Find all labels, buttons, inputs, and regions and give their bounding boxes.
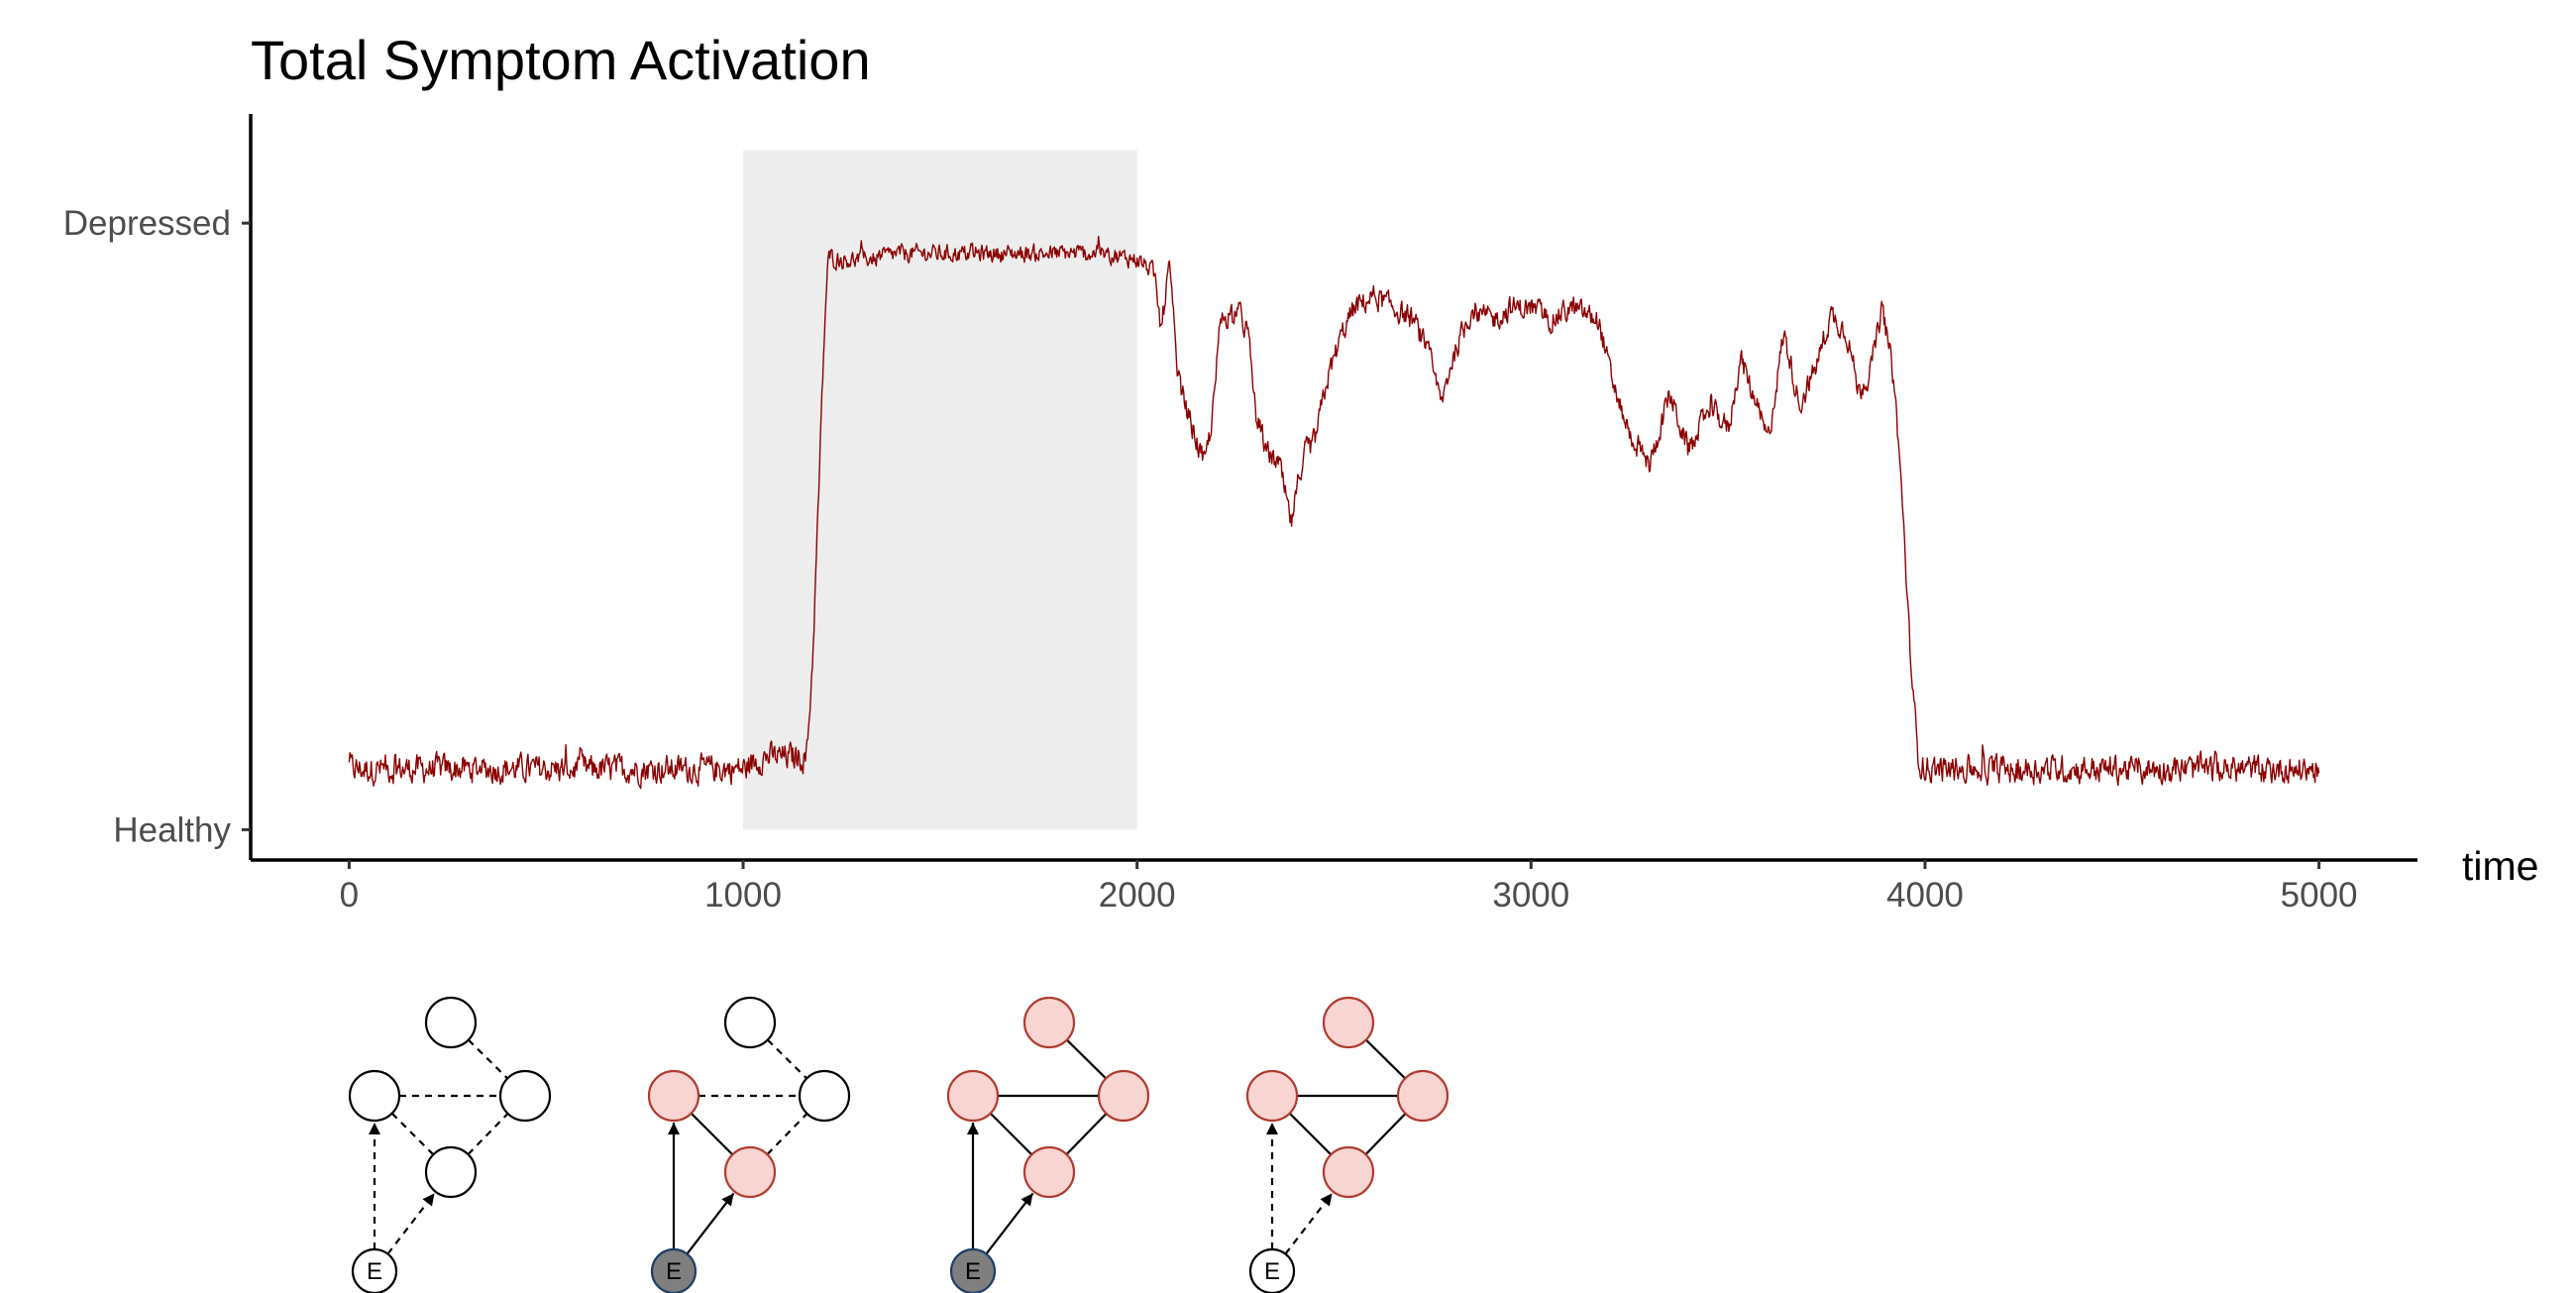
edge-middle-right xyxy=(766,1113,808,1155)
node-label-external: E xyxy=(965,1258,981,1285)
node-left xyxy=(348,1069,401,1123)
shaded-region xyxy=(743,150,1137,830)
arrowhead-external-left xyxy=(668,1123,680,1134)
x-tick-label-1: 1000 xyxy=(704,876,782,915)
edge-external-middle xyxy=(686,1192,735,1255)
node-external xyxy=(1248,1247,1296,1293)
network-4: E xyxy=(1245,996,1449,1293)
node-left xyxy=(647,1069,700,1123)
chart-title: Total Symptom Activation xyxy=(251,29,871,91)
network-3: E xyxy=(946,996,1150,1293)
edge-left-middle xyxy=(390,1112,435,1156)
x-tick-label-4: 4000 xyxy=(1886,876,1964,915)
line-chart: Healthy Depressed 0 1000 2000 3000 4000 5000 xyxy=(63,114,2417,915)
node-left xyxy=(1245,1069,1299,1123)
series-line-0 xyxy=(348,235,2320,790)
arrowhead-external-middle xyxy=(1020,1193,1033,1207)
node-external xyxy=(949,1247,997,1293)
arrowhead-external-middle xyxy=(422,1193,435,1207)
node-external xyxy=(650,1247,698,1293)
edge-left-middle xyxy=(989,1112,1033,1156)
node-middle xyxy=(723,1145,777,1199)
x-tick-label-2: 2000 xyxy=(1099,876,1176,915)
edge-top-right xyxy=(1365,1038,1406,1080)
node-middle xyxy=(1322,1145,1375,1199)
arrowhead-external-left xyxy=(1266,1123,1278,1134)
node-right xyxy=(798,1069,851,1123)
x-axis-title: time xyxy=(2462,843,2538,889)
edge-left-middle xyxy=(690,1112,734,1156)
arrowhead-external-middle xyxy=(1320,1193,1333,1207)
node-left xyxy=(946,1069,1000,1123)
edge-middle-right xyxy=(1364,1113,1407,1155)
y-tick-label-1: Depressed xyxy=(63,204,231,243)
y-tick-label-0: Healthy xyxy=(113,810,231,849)
node-top xyxy=(723,996,777,1049)
node-middle xyxy=(424,1145,478,1199)
node-external xyxy=(351,1247,398,1293)
x-tick-label-0: 0 xyxy=(340,876,359,915)
node-middle xyxy=(1022,1145,1076,1199)
x-tick-label-3: 3000 xyxy=(1492,876,1569,915)
node-label-external: E xyxy=(666,1258,682,1285)
arrowhead-external-middle xyxy=(721,1193,734,1207)
node-right xyxy=(1396,1069,1449,1123)
network-1: E xyxy=(348,996,552,1293)
edge-external-middle xyxy=(985,1192,1034,1255)
edge-top-right xyxy=(767,1038,807,1080)
edge-middle-right xyxy=(467,1113,509,1155)
edge-top-right xyxy=(1066,1038,1107,1080)
arrowhead-external-left xyxy=(369,1123,380,1134)
node-top xyxy=(424,996,478,1049)
edge-middle-right xyxy=(1065,1113,1108,1155)
x-tick-label-5: 5000 xyxy=(2281,876,2358,915)
node-right xyxy=(1097,1069,1150,1123)
edge-top-right xyxy=(468,1038,508,1080)
edge-left-middle xyxy=(1288,1112,1333,1156)
node-label-external: E xyxy=(1264,1258,1280,1285)
arrowhead-external-left xyxy=(967,1123,979,1134)
node-right xyxy=(498,1069,552,1123)
node-label-external: E xyxy=(367,1258,382,1285)
node-top xyxy=(1322,996,1375,1049)
node-top xyxy=(1022,996,1076,1049)
network-2: E xyxy=(647,996,851,1293)
